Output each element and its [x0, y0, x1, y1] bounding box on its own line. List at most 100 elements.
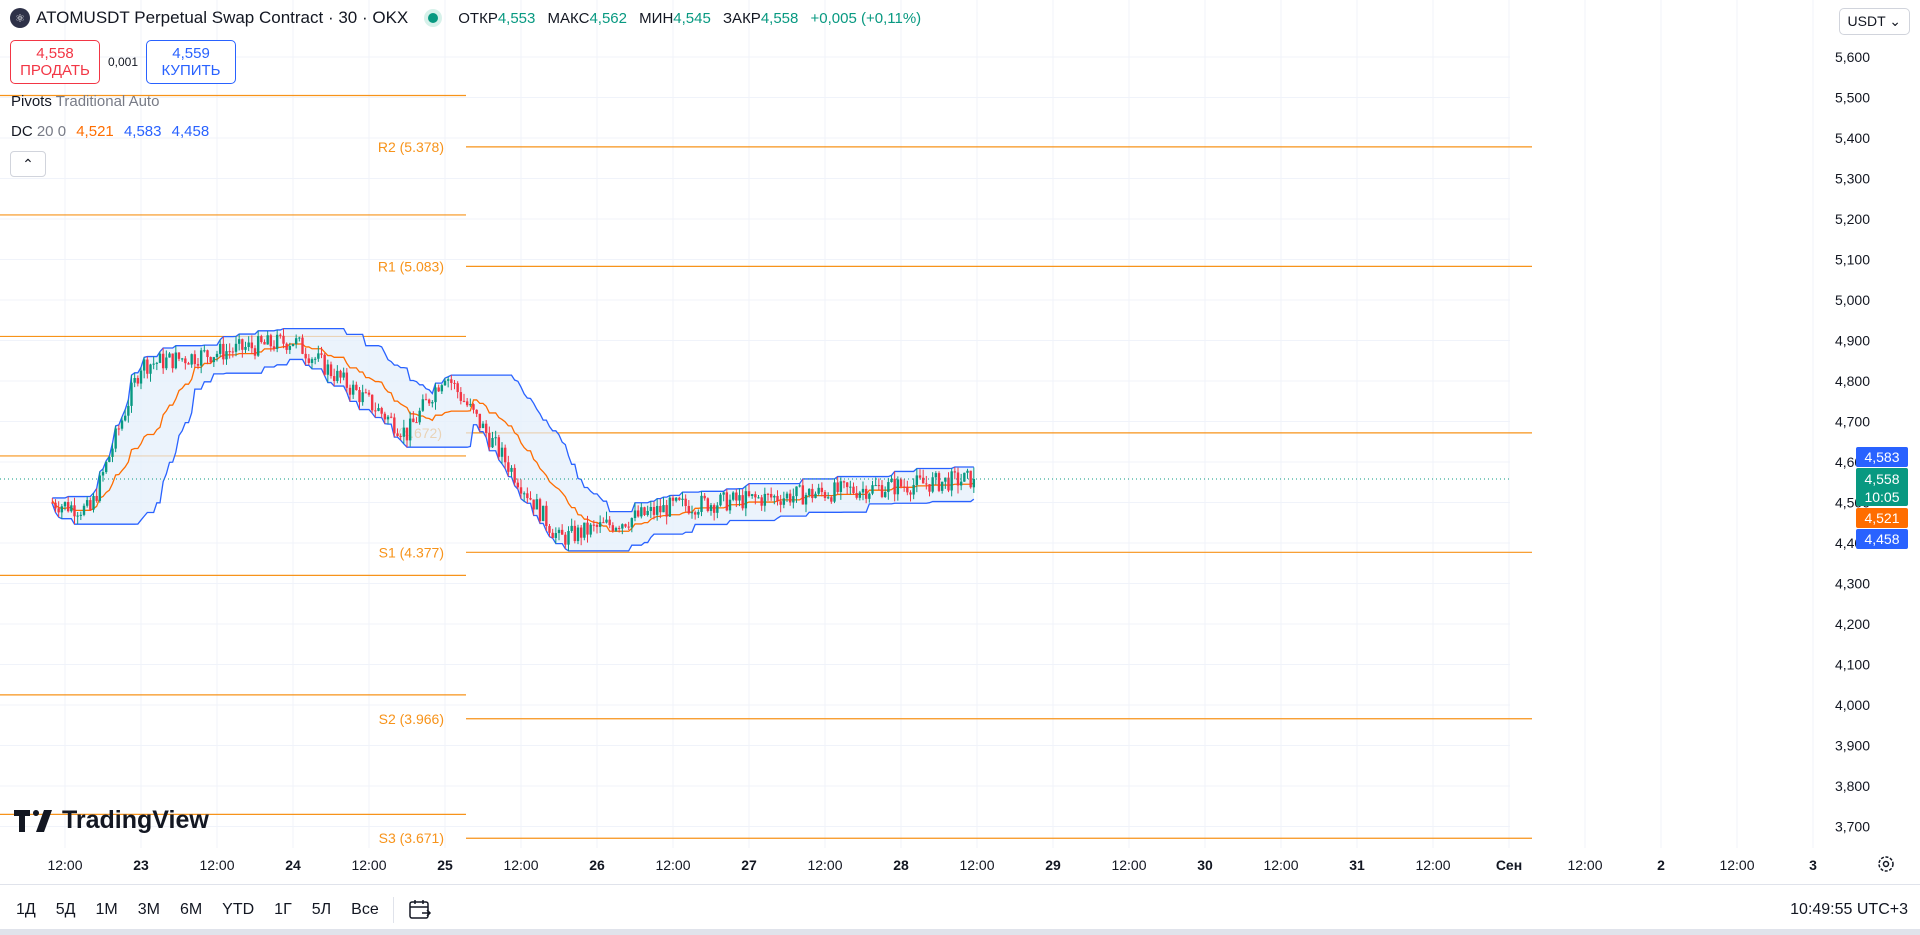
dc-legend[interactable]: DC 20 0 4,521 4,583 4,458 — [11, 123, 209, 140]
range-3m[interactable]: 3М — [137, 901, 160, 918]
candle-body — [446, 379, 450, 381]
candle-body — [275, 334, 279, 349]
candle-body — [773, 495, 776, 498]
candle-body — [852, 486, 855, 494]
candle-body — [655, 505, 659, 515]
candle-body — [731, 492, 735, 500]
candle-body — [956, 472, 960, 486]
candle-body — [605, 519, 608, 523]
candle-body — [944, 477, 947, 482]
candle-body — [969, 470, 972, 488]
clock-timezone[interactable]: 10:49:55 UTC+3 — [1790, 901, 1908, 918]
sell-button[interactable]: 4,558 ПРОДАТЬ — [10, 40, 100, 84]
candle-body — [709, 505, 713, 511]
bottom-toolbar: 1Д 5Д 1М 3М 6М YTD 1Г 5Л Все 10:49:55 UT… — [0, 884, 1920, 935]
candle-body — [500, 447, 504, 457]
range-5d[interactable]: 5Д — [55, 901, 76, 918]
candle-body — [776, 495, 779, 502]
candle-body — [681, 498, 684, 500]
buy-button[interactable]: 4,559 КУПИТЬ — [146, 40, 237, 84]
range-ytd[interactable]: YTD — [222, 901, 255, 918]
price-axis[interactable]: 5,600 5,500 5,400 5,300 5,200 5,100 5,000 4,900… — [1835, 49, 1870, 835]
candle-body — [507, 462, 510, 472]
candle-body — [158, 353, 162, 363]
candle-body — [757, 497, 760, 499]
candle-body — [114, 428, 117, 449]
candle-body — [557, 529, 561, 534]
candle-body — [434, 387, 437, 403]
candle-body — [57, 508, 60, 513]
tradingview-logo[interactable]: TradingView — [14, 806, 209, 835]
range-1m[interactable]: 1М — [95, 901, 118, 918]
open-value: 4,553 — [497, 9, 536, 27]
collapse-legend-button[interactable]: ⌃ — [10, 151, 46, 177]
candle-body — [820, 487, 824, 493]
candle-body — [272, 346, 276, 349]
candle-body — [883, 492, 887, 497]
candle-body — [706, 498, 710, 511]
candle-body — [602, 522, 605, 524]
candle-body — [621, 524, 624, 529]
candle-body — [684, 498, 687, 506]
time-tick-label: 12:00 — [47, 857, 82, 873]
candle-body — [747, 491, 751, 497]
candle-body — [741, 495, 744, 509]
price-tick-label: 4,000 — [1835, 697, 1870, 713]
calendar-range-icon[interactable] — [408, 899, 432, 921]
candle-body — [117, 428, 121, 430]
candle-body — [66, 502, 70, 512]
candle-body — [665, 505, 668, 517]
pivots-legend[interactable]: Pivots Traditional Auto — [11, 93, 159, 110]
candle-body — [836, 482, 839, 492]
pivot-label-r1: R1 (5.083) — [378, 258, 444, 274]
currency-select[interactable]: USDT ⌄ — [1838, 8, 1910, 35]
time-axis[interactable]: 12:00 23 12:00 24 12:00 25 12:00 26 12:00 27 12:00… — [47, 857, 1817, 873]
candle-body — [437, 387, 440, 392]
candle-body — [51, 502, 54, 504]
candle-body — [909, 492, 912, 495]
candle-body — [912, 484, 915, 495]
candle-body — [830, 497, 833, 502]
candle-body — [871, 485, 874, 494]
candle-body — [592, 524, 596, 526]
time-tick-label: 12:00 — [351, 857, 386, 873]
range-1y[interactable]: 1Г — [274, 901, 292, 918]
candle-body — [408, 418, 412, 441]
candle-body — [763, 493, 767, 506]
time-tick-label: 12:00 — [503, 857, 538, 873]
candle-body — [231, 351, 235, 353]
candle-body — [503, 447, 507, 463]
time-tick-label: 2 — [1657, 857, 1665, 873]
channel-basis-line — [51, 343, 975, 532]
range-6m[interactable]: 6М — [179, 901, 203, 918]
time-tick-label: 31 — [1349, 857, 1365, 873]
price-tick-label: 4,800 — [1835, 373, 1870, 389]
candle-body — [355, 384, 358, 391]
candle-body — [811, 488, 814, 499]
candle-body — [906, 486, 909, 493]
candle-body — [130, 382, 133, 406]
pivots-name: Pivots — [11, 93, 52, 110]
gear-icon[interactable] — [1875, 853, 1897, 875]
candle-body — [228, 351, 231, 353]
candle-body — [269, 335, 273, 347]
time-tick-label: 12:00 — [1567, 857, 1602, 873]
candle-body — [92, 495, 95, 510]
range-5y[interactable]: 5Л — [311, 901, 332, 918]
candle-body — [294, 338, 298, 344]
price-tag-bg — [1856, 508, 1908, 528]
candle-body — [497, 437, 501, 457]
candle-body — [795, 486, 798, 497]
candle-body — [700, 495, 703, 512]
candle-body — [548, 526, 551, 533]
time-tick-label: 29 — [1045, 857, 1061, 873]
candle-body — [750, 494, 754, 497]
range-1d[interactable]: 1Д — [16, 901, 36, 918]
chevron-down-icon: ⌄ — [1889, 13, 1901, 29]
symbol-title[interactable]: ATOMUSDT Perpetual Swap Contract · 30 · … — [36, 8, 409, 27]
range-all[interactable]: Все — [351, 901, 379, 918]
candle-body — [744, 491, 748, 509]
candle-body — [377, 408, 380, 411]
candle-body — [424, 399, 428, 401]
